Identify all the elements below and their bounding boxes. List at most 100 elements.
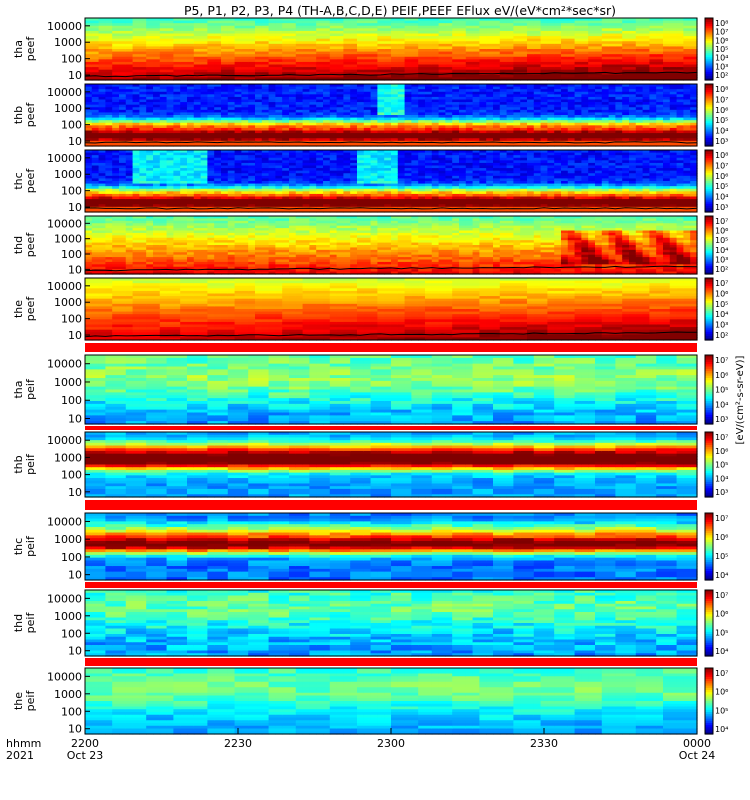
spectrogram-cell bbox=[581, 56, 589, 60]
spectrogram-cell bbox=[255, 77, 263, 81]
spectrogram-cell bbox=[112, 64, 120, 68]
spectrogram-cell bbox=[166, 56, 174, 60]
y-tick-label: 10 bbox=[68, 135, 82, 148]
spectrogram-cell bbox=[418, 54, 426, 58]
spectrogram-cell bbox=[316, 46, 324, 50]
spectrogram-cell bbox=[125, 77, 134, 81]
spectrogram-cell bbox=[302, 69, 310, 73]
spectrogram-cell bbox=[180, 28, 188, 32]
spectrogram-cell bbox=[588, 43, 596, 48]
spectrogram-cell bbox=[452, 23, 460, 27]
spectrogram-cell bbox=[343, 41, 351, 45]
spectrogram-cell bbox=[214, 36, 222, 40]
spectrogram-cell bbox=[513, 77, 521, 81]
spectrogram-cell bbox=[561, 59, 569, 63]
spectrogram-cell bbox=[377, 18, 385, 22]
spectrogram-cell bbox=[472, 33, 480, 37]
spectrogram-cell bbox=[316, 61, 324, 66]
spectrogram-cell bbox=[227, 56, 236, 60]
spectrogram-cell bbox=[574, 33, 582, 37]
spectrogram-cell bbox=[316, 64, 324, 68]
spectrogram-cell bbox=[561, 20, 569, 24]
spectrogram-cell bbox=[486, 46, 494, 50]
spectrogram-cell bbox=[173, 69, 181, 73]
spectrogram-cell bbox=[574, 41, 582, 45]
spectrogram-cell bbox=[323, 64, 331, 68]
spectrogram-cell bbox=[153, 23, 161, 27]
spectrogram-cell bbox=[554, 49, 562, 53]
spectrogram-cell bbox=[112, 25, 120, 29]
spectrogram-cell bbox=[567, 72, 576, 76]
spectrogram-cell bbox=[350, 67, 358, 71]
spectrogram-cell bbox=[173, 28, 181, 32]
spectrogram-cell bbox=[520, 77, 528, 81]
spectrogram-cell bbox=[112, 77, 120, 81]
spectrogram-cell bbox=[431, 43, 440, 48]
spectrogram-cell bbox=[166, 74, 174, 79]
spectrogram-cell bbox=[85, 69, 93, 73]
spectrogram-cell bbox=[622, 67, 630, 71]
spectrogram-cell bbox=[547, 72, 555, 76]
spectrogram-cell bbox=[159, 38, 168, 42]
spectrogram-cell bbox=[472, 20, 480, 24]
spectrogram-cell bbox=[227, 30, 236, 35]
spectrogram-cell bbox=[520, 25, 528, 29]
spectrogram-cell bbox=[180, 69, 188, 73]
spectrogram-cell bbox=[513, 67, 521, 71]
spectrogram-cell bbox=[608, 61, 616, 66]
spectrogram-cell bbox=[173, 49, 181, 53]
spectrogram-cell bbox=[132, 46, 140, 50]
spectrogram-cell bbox=[180, 51, 188, 55]
spectrogram-cell bbox=[91, 49, 100, 53]
spectrogram-cell bbox=[615, 67, 623, 71]
spectrogram-cell bbox=[540, 20, 548, 24]
spectrogram-cell bbox=[629, 72, 637, 76]
spectrogram-cell bbox=[139, 18, 147, 22]
spectrogram-cell bbox=[268, 33, 276, 37]
spectrogram-cell bbox=[431, 20, 440, 24]
spectrogram-cell bbox=[506, 46, 514, 50]
spectrogram-cell bbox=[146, 41, 154, 45]
spectrogram-cell bbox=[227, 46, 236, 50]
spectrogram-cell bbox=[486, 33, 494, 37]
spectrogram-cell bbox=[336, 20, 344, 24]
spectrogram-cell bbox=[180, 41, 188, 45]
spectrogram-cell bbox=[445, 61, 453, 66]
spectrogram-cell bbox=[506, 61, 514, 66]
spectrogram-cell bbox=[255, 49, 263, 53]
spectrogram-cell bbox=[581, 74, 589, 79]
spectrogram-cell bbox=[642, 77, 650, 81]
spectrogram-cell bbox=[350, 28, 358, 32]
spectrogram-cell bbox=[506, 56, 514, 60]
spectrogram-cell bbox=[309, 67, 317, 71]
spectrogram-cell bbox=[153, 20, 161, 24]
spectrogram-cell bbox=[193, 77, 202, 81]
spectrogram-cell bbox=[567, 20, 576, 24]
spectrogram-cell bbox=[323, 49, 331, 53]
spectrogram-cell bbox=[397, 43, 406, 48]
spectrogram-cell bbox=[363, 74, 372, 79]
spectrogram-cell bbox=[309, 72, 317, 76]
spectrogram-cell bbox=[588, 30, 596, 35]
spectrogram-cell bbox=[255, 69, 263, 73]
spectrogram-cell bbox=[506, 41, 514, 45]
spectrogram-cell bbox=[581, 43, 589, 48]
spectrogram-cell bbox=[363, 23, 372, 27]
spectrogram-cell bbox=[350, 59, 358, 63]
spectrogram-cell bbox=[479, 25, 487, 29]
spectrogram-cell bbox=[336, 69, 344, 73]
spectrogram-cell bbox=[363, 28, 372, 32]
spectrogram-cell bbox=[180, 49, 188, 53]
spectrogram-cell bbox=[214, 51, 222, 55]
spectrogram-cell bbox=[119, 64, 127, 68]
spectrogram-cell bbox=[275, 46, 283, 50]
spectrogram-cell bbox=[227, 20, 236, 24]
spectrogram-cell bbox=[499, 18, 508, 22]
spectrogram-cell bbox=[98, 30, 106, 35]
spectrogram-cell bbox=[622, 23, 630, 27]
spectrogram-cell bbox=[125, 54, 134, 58]
spectrogram-cell bbox=[336, 77, 344, 81]
spectrogram-cell bbox=[493, 41, 501, 45]
spectrogram-cell bbox=[554, 23, 562, 27]
spectrogram-cell bbox=[275, 49, 283, 53]
